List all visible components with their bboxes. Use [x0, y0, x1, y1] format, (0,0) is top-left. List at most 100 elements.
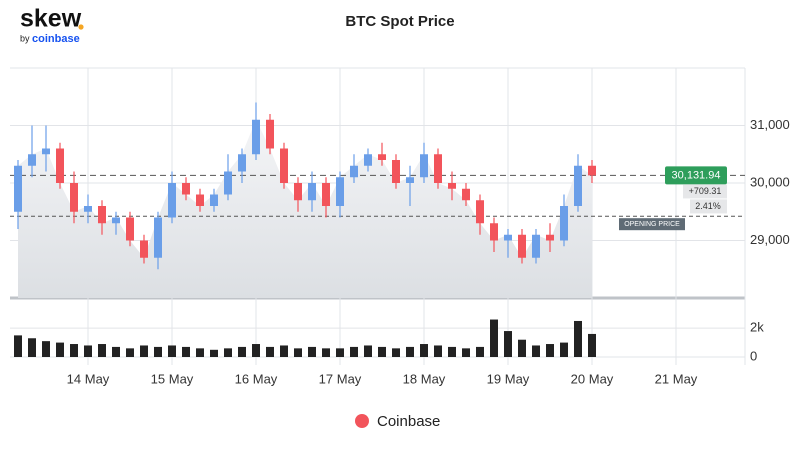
volume-bar	[448, 346, 456, 357]
candle-body	[28, 154, 36, 166]
volume-bar	[350, 346, 358, 357]
volume-bar	[224, 348, 232, 357]
volume-bar	[112, 346, 120, 357]
candle-body	[308, 183, 316, 201]
volume-bar	[434, 345, 442, 357]
brand-name: skew	[20, 5, 82, 33]
volume-bar	[308, 346, 316, 357]
volume-bar	[322, 348, 330, 357]
volume-bar	[364, 345, 372, 357]
opening-label: OPENING PRICE	[624, 221, 680, 228]
volume-bar	[378, 346, 386, 357]
last-price-label: 30,131.94	[672, 169, 721, 181]
candle-body	[364, 154, 372, 166]
candle-body	[532, 234, 540, 258]
volume-bar	[252, 344, 260, 357]
volume-bar	[98, 344, 106, 357]
candle-body	[266, 119, 274, 149]
x-tick-label: 14 May	[67, 371, 110, 386]
candle-body	[462, 188, 470, 201]
volume-bar	[588, 333, 596, 357]
candle-body	[224, 171, 232, 195]
volume-tick-label: 2k	[750, 320, 764, 335]
x-tick-label: 18 May	[403, 371, 446, 386]
candle-body	[126, 217, 134, 241]
last-price-box	[665, 166, 727, 185]
volume-bar	[266, 346, 274, 357]
pct-label: 2.41%	[695, 201, 721, 211]
candle-body	[546, 234, 554, 241]
x-tick-label: 20 May	[571, 371, 614, 386]
y-tick-label: 29,000	[750, 232, 790, 247]
candle-body	[490, 223, 498, 241]
volume-bar	[560, 342, 568, 357]
candle-body	[98, 206, 106, 224]
volume-bar	[518, 339, 526, 357]
candle-body	[238, 154, 246, 172]
y-tick-label: 30,000	[750, 174, 790, 189]
legend-marker	[355, 414, 369, 428]
candle-body	[588, 165, 596, 176]
x-tick-label: 15 May	[151, 371, 194, 386]
candle-body	[420, 154, 428, 178]
volume-bar	[84, 345, 92, 357]
candle-body	[518, 234, 526, 258]
candle-body	[56, 148, 64, 183]
x-tick-label: 19 May	[487, 371, 530, 386]
candle-body	[280, 148, 288, 183]
brand-by: by	[20, 33, 30, 43]
volume-bar	[476, 346, 484, 357]
candle-body	[434, 154, 442, 183]
pct-box	[690, 199, 727, 214]
volume-bar	[126, 348, 134, 357]
x-tick-label: 17 May	[319, 371, 362, 386]
volume-bar	[294, 348, 302, 357]
opening-box	[619, 218, 685, 231]
chart-title: BTC Spot Price	[345, 13, 454, 30]
volume-bar	[546, 344, 554, 357]
candle-body	[406, 177, 414, 183]
legend-label[interactable]: Coinbase	[377, 413, 440, 430]
candle-body	[350, 165, 358, 178]
volume-bar	[532, 345, 540, 357]
volume-bar	[28, 338, 36, 357]
volume-bar	[210, 349, 218, 357]
volume-bar	[42, 341, 50, 357]
candle-body	[448, 183, 456, 189]
candle-body	[84, 206, 92, 212]
candle-body	[154, 217, 162, 258]
volume-bar	[406, 346, 414, 357]
volume-bar	[196, 348, 204, 357]
candle-body	[14, 165, 22, 212]
candle-body	[70, 183, 78, 212]
volume-bar	[168, 345, 176, 357]
volume-bar	[14, 335, 22, 357]
x-tick-label: 16 May	[235, 371, 278, 386]
volume-bar	[504, 331, 512, 357]
volume-bar	[574, 320, 582, 357]
change-box	[683, 184, 727, 199]
candle-body	[196, 194, 204, 206]
candle-body	[504, 234, 512, 241]
volume-bar	[238, 346, 246, 357]
candle-body	[168, 183, 176, 218]
volume-bar	[392, 348, 400, 357]
candle-body	[42, 148, 50, 155]
candle-body	[560, 206, 568, 241]
candle-body	[182, 183, 190, 195]
volume-bar	[336, 348, 344, 357]
candle-body	[574, 165, 582, 206]
candle-body	[378, 154, 386, 160]
x-tick-label: 21 May	[655, 371, 698, 386]
volume-bar	[490, 319, 498, 357]
volume-bar	[420, 344, 428, 357]
y-tick-label: 31,000	[750, 117, 790, 132]
candle-body	[210, 194, 218, 206]
volume-bar	[154, 346, 162, 357]
candle-body	[322, 183, 330, 206]
brand-partner: coinbase	[32, 33, 80, 45]
candle-body	[392, 160, 400, 183]
volume-bar	[56, 342, 64, 357]
candle-body	[252, 119, 260, 155]
